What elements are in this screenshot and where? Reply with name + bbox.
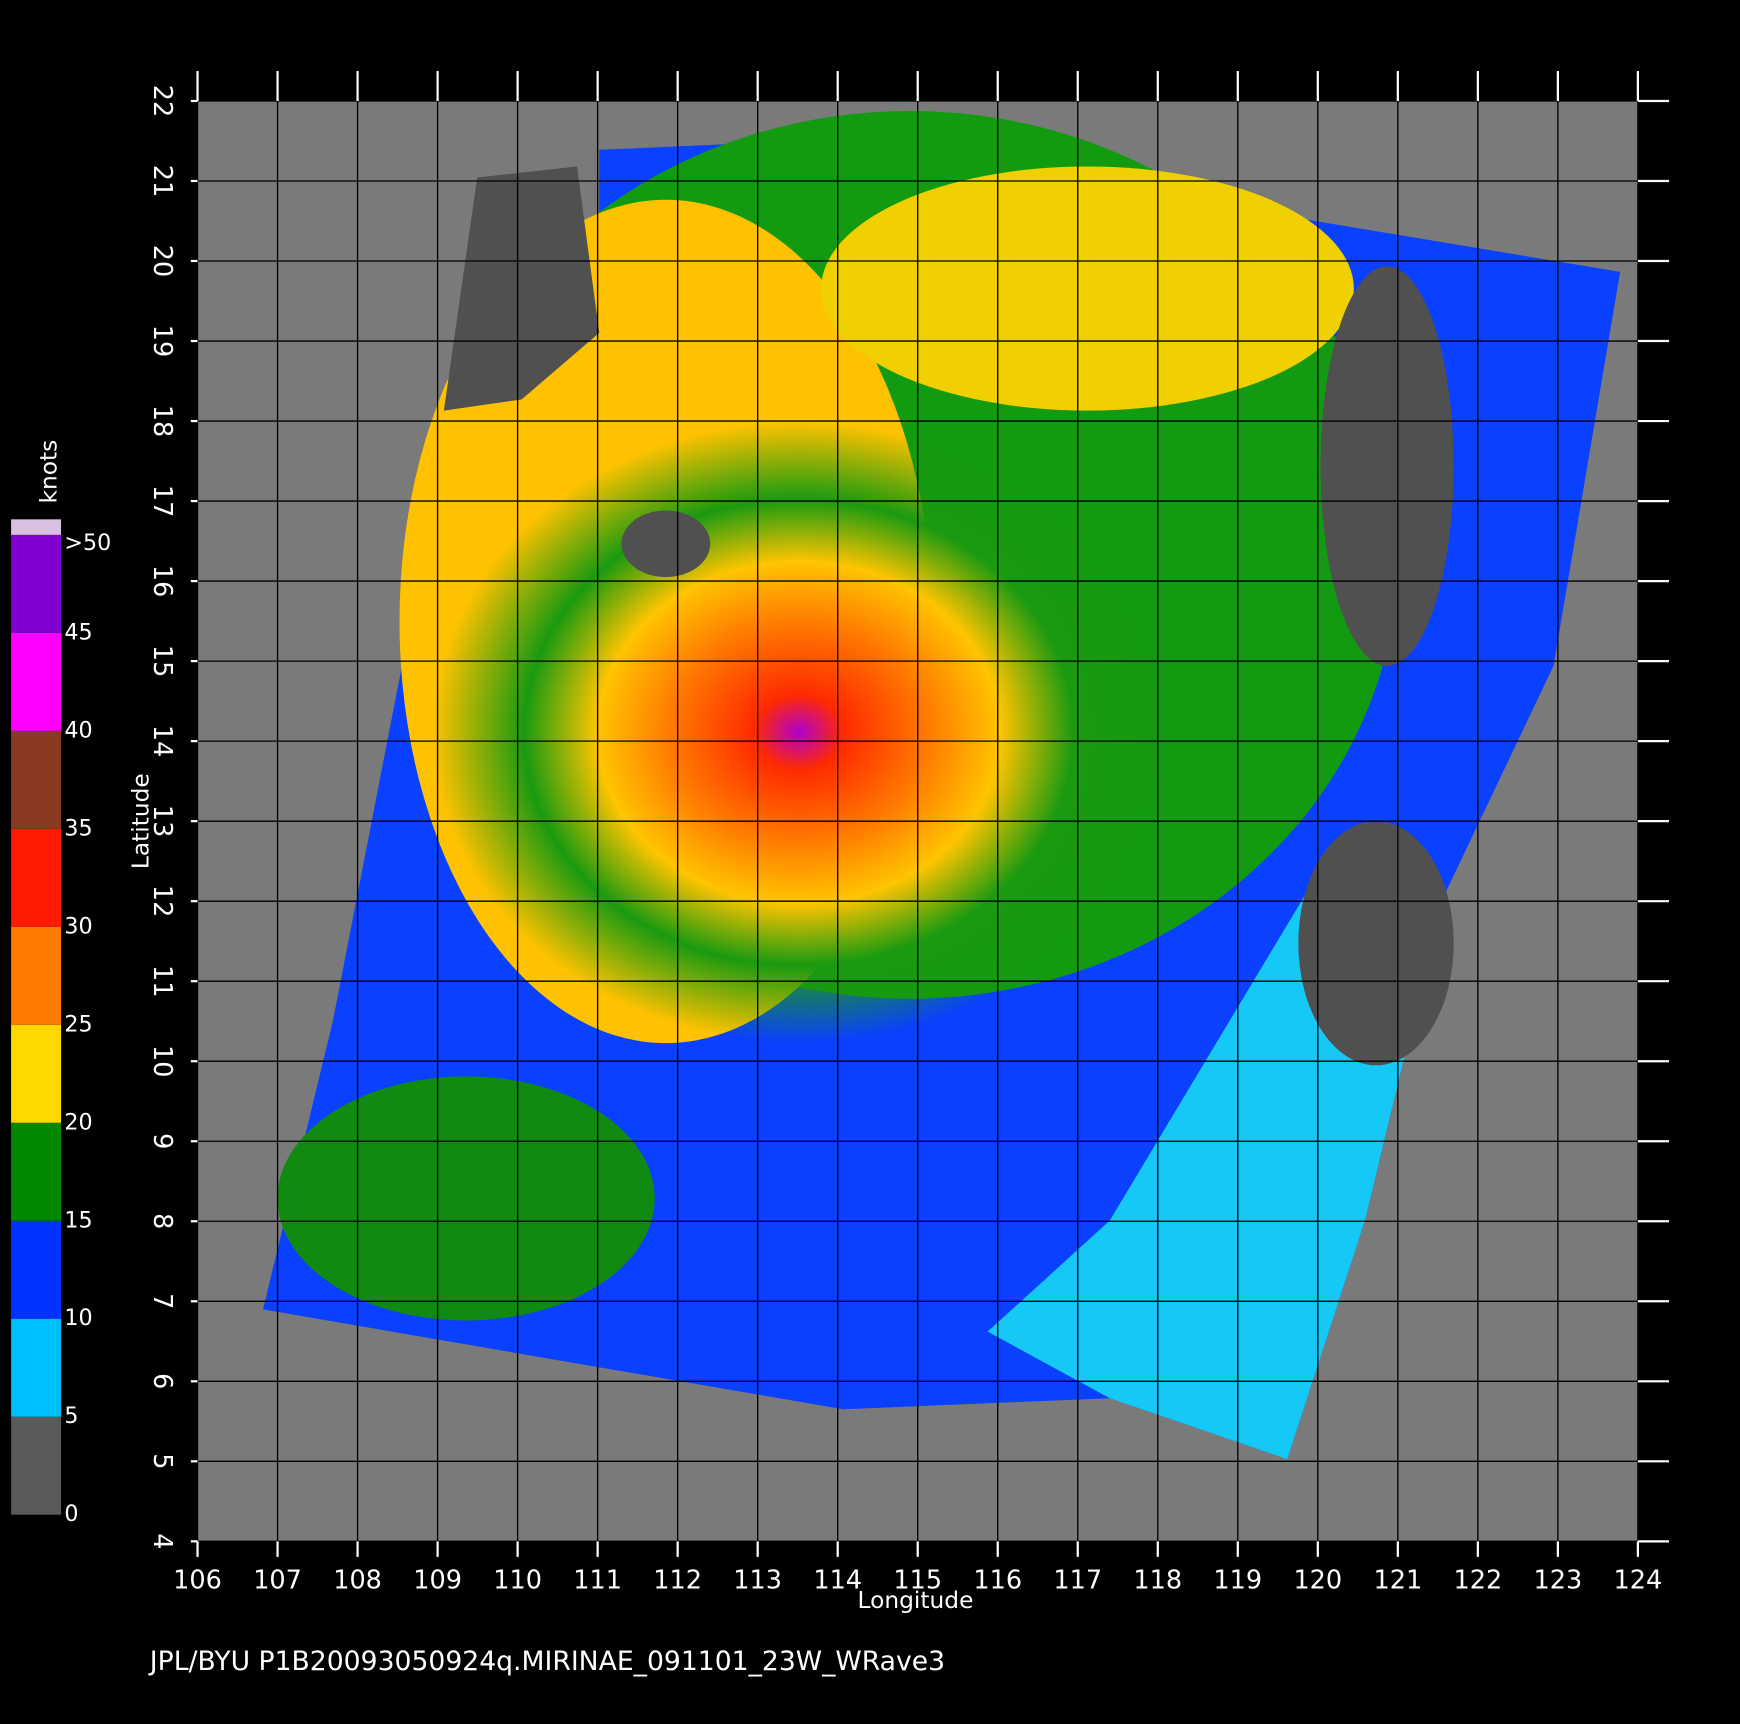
x-tick-label: 120 xyxy=(1293,1565,1342,1595)
colorbar-tick-label: 30 xyxy=(64,913,92,939)
y-tick-label: 6 xyxy=(147,1373,177,1389)
colorbar-tick-label: 5 xyxy=(64,1403,78,1429)
colorbar-segment xyxy=(11,828,62,927)
x-tick-label: 116 xyxy=(973,1565,1022,1595)
y-tick-label: 13 xyxy=(147,805,177,837)
colorbar-segment xyxy=(11,926,62,1025)
x-tick-label: 112 xyxy=(653,1565,702,1595)
wind-swath xyxy=(263,110,1621,1460)
swath-yellow xyxy=(821,166,1354,411)
y-tick-label: 12 xyxy=(147,885,177,917)
y-tick-label: 20 xyxy=(147,245,177,277)
y-tick-label: 18 xyxy=(147,405,177,437)
y-tick-label: 9 xyxy=(147,1133,177,1149)
x-tick-label: 107 xyxy=(253,1565,302,1595)
x-axis-label: Longitude xyxy=(858,1587,974,1614)
y-tick-label: 17 xyxy=(147,485,177,517)
colorbar-tick-label: 20 xyxy=(64,1109,92,1135)
y-tick-label: 5 xyxy=(147,1453,177,1469)
colorbar-segment xyxy=(11,1318,62,1417)
colorbar-segment xyxy=(11,730,62,829)
x-tick-label: 115 xyxy=(893,1565,942,1595)
colorbar-tick-label: 35 xyxy=(64,815,92,841)
y-tick-label: 4 xyxy=(147,1533,177,1549)
y-tick-label: 7 xyxy=(147,1293,177,1309)
colorbar-segment xyxy=(11,1122,62,1221)
x-tick-label: 119 xyxy=(1213,1565,1262,1595)
y-tick-label: 11 xyxy=(147,965,177,997)
y-tick-label: 16 xyxy=(147,565,177,597)
colorbar-tick-label: 15 xyxy=(64,1207,92,1233)
x-tick-label: 108 xyxy=(333,1565,382,1595)
colorbar-segment xyxy=(11,1220,62,1319)
x-tick-label: 113 xyxy=(733,1565,782,1595)
colorbar-segment xyxy=(11,534,62,633)
ticks: 106 107 108 109 110 111 112 113 114 115 116 117 118 1… xyxy=(147,71,1669,1595)
x-tick-label: 111 xyxy=(573,1565,622,1595)
y-axis-label: Latitude xyxy=(128,773,155,869)
colorbar-tick-label: 10 xyxy=(64,1305,92,1331)
x-tick-label: 109 xyxy=(413,1565,462,1595)
x-tick-label: 114 xyxy=(813,1565,862,1595)
colorbar-label: knots xyxy=(35,440,62,504)
x-tick-label: 118 xyxy=(1133,1565,1182,1595)
storm-core xyxy=(432,421,1166,1044)
grid xyxy=(196,100,1639,1543)
y-tick-label: 15 xyxy=(147,645,177,677)
colorbar-tick-label: 40 xyxy=(64,717,92,743)
colorbar-tick-label: 45 xyxy=(64,619,92,645)
colorbar-cap xyxy=(11,519,62,535)
x-tick-label: 122 xyxy=(1454,1565,1503,1595)
land xyxy=(621,510,711,578)
y-tick-label: 21 xyxy=(147,165,177,197)
x-tick-label: 123 xyxy=(1534,1565,1583,1595)
y-tick-label: 14 xyxy=(147,725,177,757)
colorbar-tick-label: 25 xyxy=(64,1011,92,1037)
colorbar-tick-label: 0 xyxy=(64,1501,78,1527)
land xyxy=(443,166,600,411)
footer: JPL/BYU P1B20093050924q.MIRINAE_091101_2… xyxy=(148,1646,945,1677)
swath-green xyxy=(277,1076,655,1321)
colorbar-segment xyxy=(11,1024,62,1123)
land xyxy=(1298,821,1454,1066)
y-tick-label: 10 xyxy=(147,1045,177,1077)
x-tick-label: 117 xyxy=(1053,1565,1102,1595)
y-tick-label: 19 xyxy=(147,325,177,357)
x-tick-label: 124 xyxy=(1614,1565,1663,1595)
x-tick-label: 106 xyxy=(173,1565,222,1595)
land xyxy=(1320,266,1454,666)
colorbar-segment xyxy=(11,1416,62,1515)
y-tick-label: 22 xyxy=(147,85,177,117)
colorbar-tick-label: >50 xyxy=(64,530,111,556)
x-tick-label: 121 xyxy=(1373,1565,1422,1595)
colorbar: 0 5 10 15 20 25 30 35 40 45 >50 xyxy=(11,519,111,1527)
x-tick-label: 110 xyxy=(493,1565,542,1595)
y-tick-label: 8 xyxy=(147,1213,177,1229)
colorbar-segment xyxy=(11,632,62,731)
